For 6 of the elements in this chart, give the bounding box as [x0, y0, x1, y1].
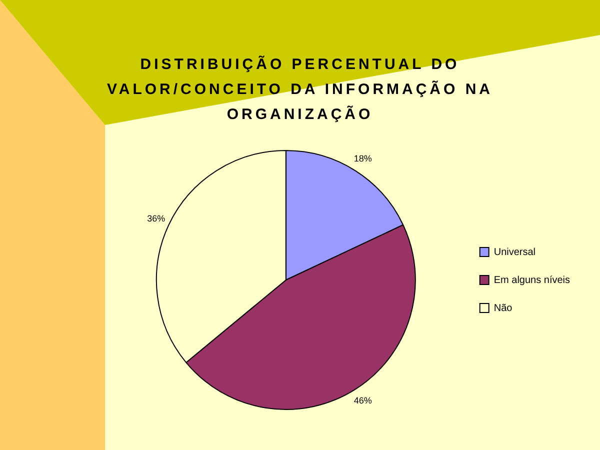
data-label: 18%: [354, 153, 372, 164]
legend-label: Em alguns níveis: [494, 274, 570, 286]
legend-label: Universal: [494, 246, 536, 258]
legend-label: Não: [494, 302, 513, 314]
data-label: 46%: [354, 396, 372, 406]
data-label: 36%: [147, 213, 166, 224]
